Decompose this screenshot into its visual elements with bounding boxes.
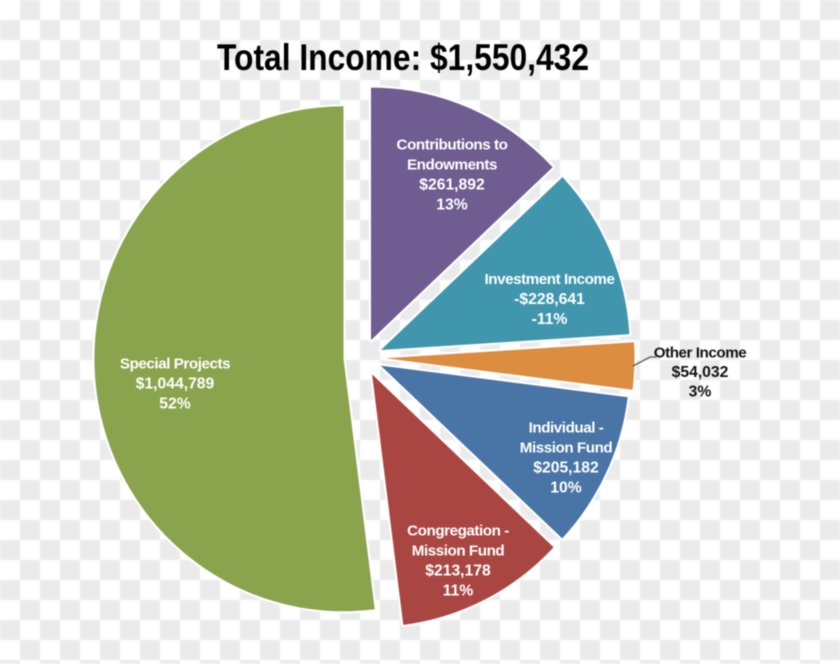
svg-text:Investment Income: Investment Income	[485, 271, 615, 288]
svg-text:11%: 11%	[443, 583, 474, 600]
svg-text:$1,044,789: $1,044,789	[136, 376, 215, 393]
svg-text:$213,178: $213,178	[425, 563, 491, 580]
svg-text:Congregation -: Congregation -	[407, 523, 509, 540]
svg-text:Mission Fund: Mission Fund	[520, 440, 613, 457]
svg-text:10%: 10%	[550, 480, 581, 497]
svg-text:$54,032: $54,032	[672, 364, 729, 381]
svg-text:Individual -: Individual -	[529, 420, 604, 437]
svg-text:-$228,641: -$228,641	[514, 291, 585, 308]
svg-text:Contributions to: Contributions to	[397, 137, 508, 154]
svg-text:Total Income: $1,550,432: Total Income: $1,550,432	[217, 37, 589, 78]
svg-text:Endowments: Endowments	[407, 157, 497, 174]
svg-text:Other Income: Other Income	[654, 345, 747, 362]
svg-text:$205,182: $205,182	[533, 460, 599, 477]
svg-text:-11%: -11%	[532, 311, 568, 328]
svg-text:13%: 13%	[436, 197, 467, 214]
svg-text:$261,892: $261,892	[419, 177, 485, 194]
svg-text:52%: 52%	[159, 396, 190, 413]
svg-text:Mission Fund: Mission Fund	[412, 543, 505, 560]
svg-text:3%: 3%	[689, 384, 712, 401]
svg-text:Special Projects: Special Projects	[120, 356, 230, 373]
